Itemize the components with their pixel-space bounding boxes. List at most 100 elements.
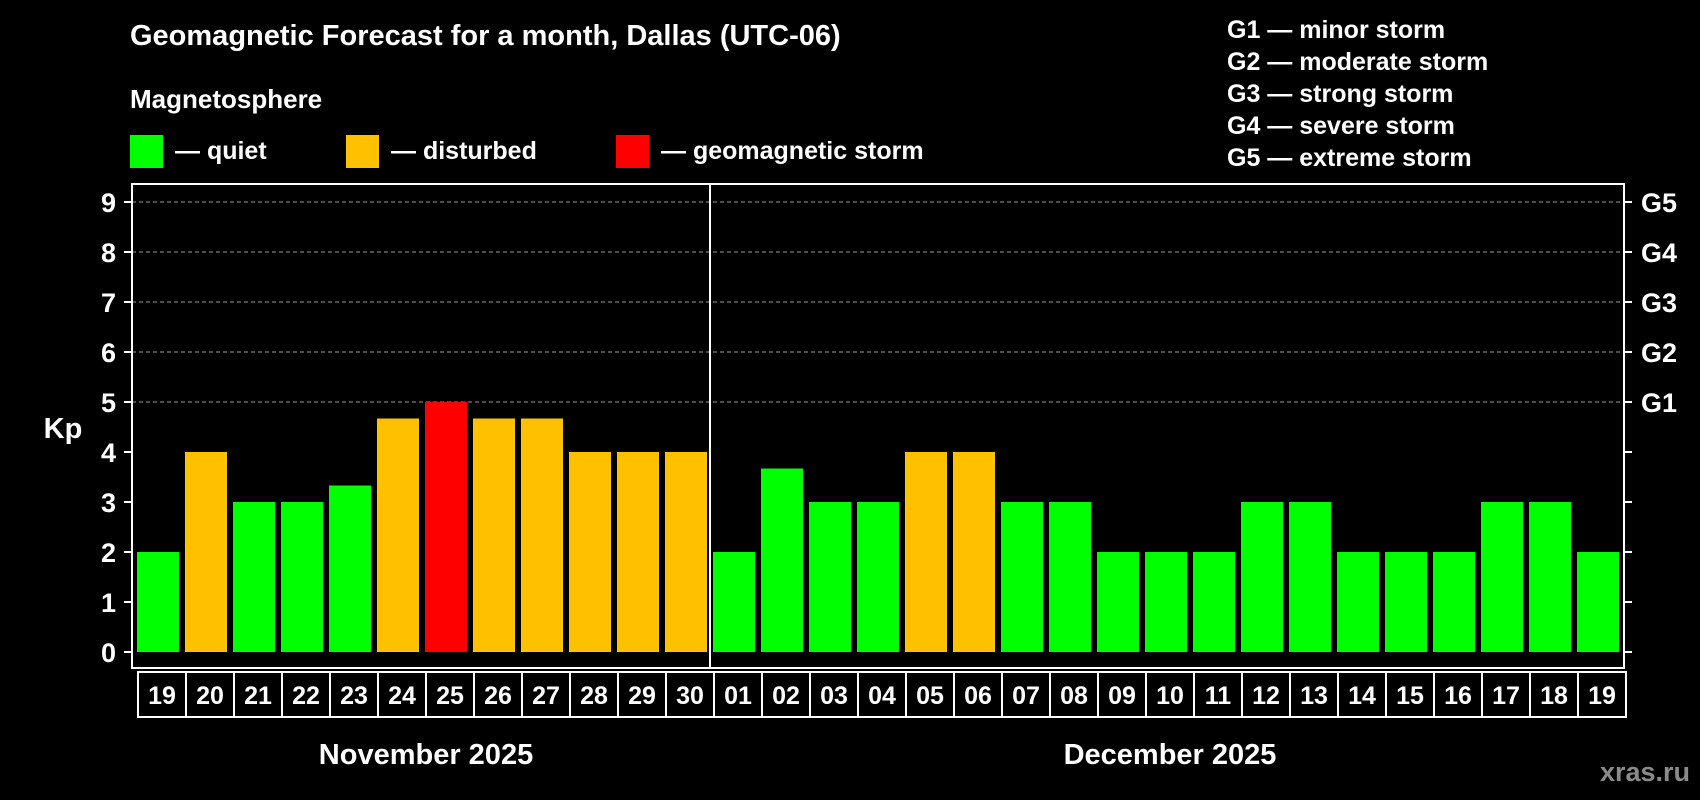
date-label: 24 <box>388 682 416 710</box>
g-level-label: G2 <box>1641 338 1677 368</box>
date-box <box>761 671 811 718</box>
y-tick-label: 5 <box>101 388 116 418</box>
date-box <box>1481 671 1531 718</box>
kp-bar <box>1577 552 1619 652</box>
y-tick-label: 0 <box>101 638 116 668</box>
y-axis-label: Kp <box>44 413 83 445</box>
date-box <box>569 671 619 718</box>
kp-bar <box>185 452 227 652</box>
date-box <box>1529 671 1579 718</box>
date-box <box>1385 671 1435 718</box>
kp-bar <box>1241 502 1283 652</box>
date-label: 25 <box>436 682 464 710</box>
storm-level-g4: G4 — severe storm <box>1227 112 1455 140</box>
kp-bar <box>137 552 179 652</box>
date-label: 08 <box>1060 682 1088 710</box>
kp-bar <box>905 452 947 652</box>
date-label: 23 <box>340 682 368 710</box>
g-level-label: G1 <box>1641 388 1677 418</box>
kp-bar <box>1193 552 1235 652</box>
date-box <box>1289 671 1339 718</box>
storm-level-g5: G5 — extreme storm <box>1227 144 1472 172</box>
kp-bar <box>1385 552 1427 652</box>
date-label: 10 <box>1156 682 1184 710</box>
date-label: 27 <box>532 682 560 710</box>
plot-frame <box>131 183 1625 669</box>
legend-quiet-label: — quiet <box>175 136 267 165</box>
date-label: 06 <box>964 682 992 710</box>
kp-bar <box>1145 552 1187 652</box>
legend-disturbed-label: — disturbed <box>391 136 537 165</box>
date-box <box>1193 671 1243 718</box>
kp-bar <box>233 502 275 652</box>
kp-bar <box>521 418 563 652</box>
date-box <box>329 671 379 718</box>
month-label: December 2025 <box>1064 739 1277 771</box>
date-box <box>1145 671 1195 718</box>
kp-bar <box>281 502 323 652</box>
storm-level-g3: G3 — strong storm <box>1227 80 1454 108</box>
date-box <box>1577 671 1627 718</box>
y-tick-label: 2 <box>101 538 116 568</box>
date-label: 18 <box>1540 682 1568 710</box>
date-label: 11 <box>1205 682 1232 710</box>
date-label: 19 <box>1588 682 1616 710</box>
y-tick-label: 1 <box>101 588 116 618</box>
g-level-label: G5 <box>1641 188 1677 218</box>
y-tick-label: 3 <box>101 488 116 518</box>
g-level-label: G3 <box>1641 288 1677 318</box>
kp-bar <box>1049 502 1091 652</box>
date-label: 03 <box>820 682 848 710</box>
date-label: 26 <box>484 682 512 710</box>
kp-bar <box>329 485 371 652</box>
legend-storm-label: — geomagnetic storm <box>661 136 924 165</box>
date-label: 30 <box>676 682 704 710</box>
date-box <box>617 671 667 718</box>
storm-level-g2: G2 — moderate storm <box>1227 48 1489 76</box>
date-box <box>713 671 763 718</box>
date-box <box>425 671 475 718</box>
legend-quiet-swatch <box>130 134 163 168</box>
storm-level-g1: G1 — minor storm <box>1227 16 1446 44</box>
kp-bar <box>569 452 611 652</box>
date-label: 01 <box>724 682 752 710</box>
kp-bar <box>809 502 851 652</box>
date-box <box>809 671 859 718</box>
date-label: 16 <box>1444 682 1472 710</box>
kp-bar <box>425 402 467 652</box>
legend-storm: — geomagnetic storm <box>616 134 924 168</box>
chart-title: Geomagnetic Forecast for a month, Dallas… <box>130 20 841 52</box>
y-tick-label: 9 <box>101 188 116 218</box>
kp-bar <box>1529 502 1571 652</box>
date-label: 14 <box>1348 682 1376 710</box>
kp-bar <box>761 468 803 652</box>
y-tick-label: 7 <box>101 288 116 318</box>
y-tick-label: 6 <box>101 338 116 368</box>
date-label: 12 <box>1252 682 1280 710</box>
kp-bar <box>617 452 659 652</box>
kp-bar <box>1097 552 1139 652</box>
storm-level-legend: G1 — minor storm G2 — moderate storm G3 … <box>1227 14 1488 174</box>
kp-bar <box>1001 502 1043 652</box>
date-label: 07 <box>1012 682 1040 710</box>
date-label: 13 <box>1300 682 1328 710</box>
watermark: xras.ru <box>1599 757 1690 787</box>
date-label: 15 <box>1396 682 1424 710</box>
date-label: 19 <box>148 682 176 710</box>
date-label: 05 <box>916 682 944 710</box>
kp-bar <box>665 452 707 652</box>
kp-bar <box>1337 552 1379 652</box>
date-box <box>857 671 907 718</box>
legend-disturbed-swatch <box>346 134 379 168</box>
date-label: 22 <box>292 682 320 710</box>
kp-bar <box>953 452 995 652</box>
date-box <box>1097 671 1147 718</box>
y-tick-label: 8 <box>101 238 116 268</box>
kp-bar <box>857 502 899 652</box>
g-level-label: G4 <box>1641 238 1677 268</box>
date-label: 09 <box>1108 682 1136 710</box>
date-box <box>1241 671 1291 718</box>
kp-bar <box>1433 552 1475 652</box>
legend-quiet: — quiet <box>130 134 267 168</box>
